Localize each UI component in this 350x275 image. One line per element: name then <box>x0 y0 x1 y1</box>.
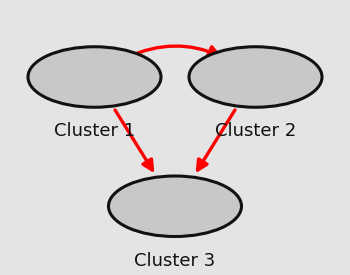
Text: Cluster 2: Cluster 2 <box>215 122 296 140</box>
FancyArrowPatch shape <box>128 46 219 57</box>
Text: Cluster 1: Cluster 1 <box>54 122 135 140</box>
Ellipse shape <box>28 47 161 107</box>
FancyArrowPatch shape <box>115 110 153 170</box>
Text: Cluster 3: Cluster 3 <box>134 252 216 270</box>
Ellipse shape <box>108 176 241 236</box>
FancyArrowPatch shape <box>197 110 235 170</box>
Ellipse shape <box>189 47 322 107</box>
